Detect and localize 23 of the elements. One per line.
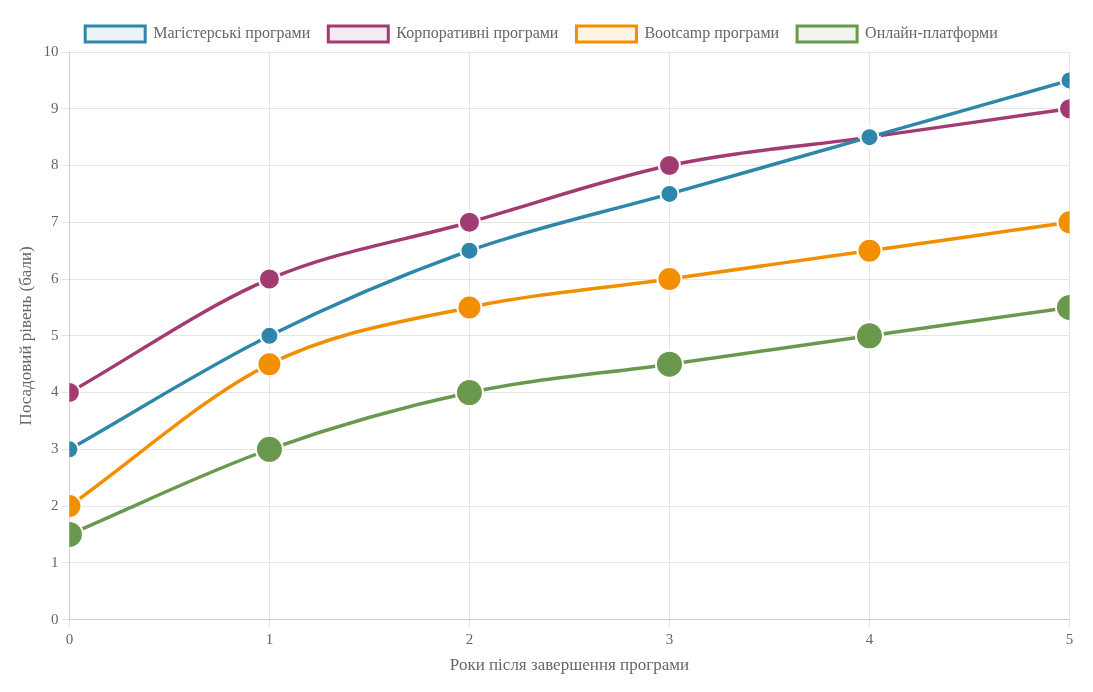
x-tick-label: 3 <box>665 630 674 647</box>
legend-label: Онлайн-платформи <box>865 24 999 43</box>
y-tick-label: 8 <box>50 156 59 173</box>
y-tick-label: 9 <box>50 99 59 116</box>
x-tick-label: 5 <box>1065 630 1074 647</box>
legend-label: Bootcamp програми <box>644 24 780 43</box>
x-tick-label: 2 <box>465 630 474 647</box>
y-tick-label: 2 <box>50 497 59 514</box>
y-tick-label: 0 <box>50 610 59 627</box>
y-tick-label: 3 <box>50 440 59 457</box>
x-tick-label: 0 <box>65 630 74 647</box>
y-tick-label: 7 <box>50 213 59 230</box>
x-tick-label: 4 <box>865 630 874 647</box>
y-axis-title: Посадовий рівень (бали) <box>15 246 35 426</box>
x-tick-label: 1 <box>265 630 274 647</box>
x-axis-title: Роки після завершення програми <box>449 655 690 675</box>
y-tick-label: 5 <box>50 326 59 343</box>
y-tick-label: 4 <box>50 383 59 400</box>
legend-label: Корпоративні програми <box>396 24 559 43</box>
y-tick-label: 6 <box>50 269 59 286</box>
y-tick-label: 10 <box>43 42 59 59</box>
y-tick-label: 1 <box>50 553 59 570</box>
legend-label: Магістерські програми <box>153 24 311 43</box>
